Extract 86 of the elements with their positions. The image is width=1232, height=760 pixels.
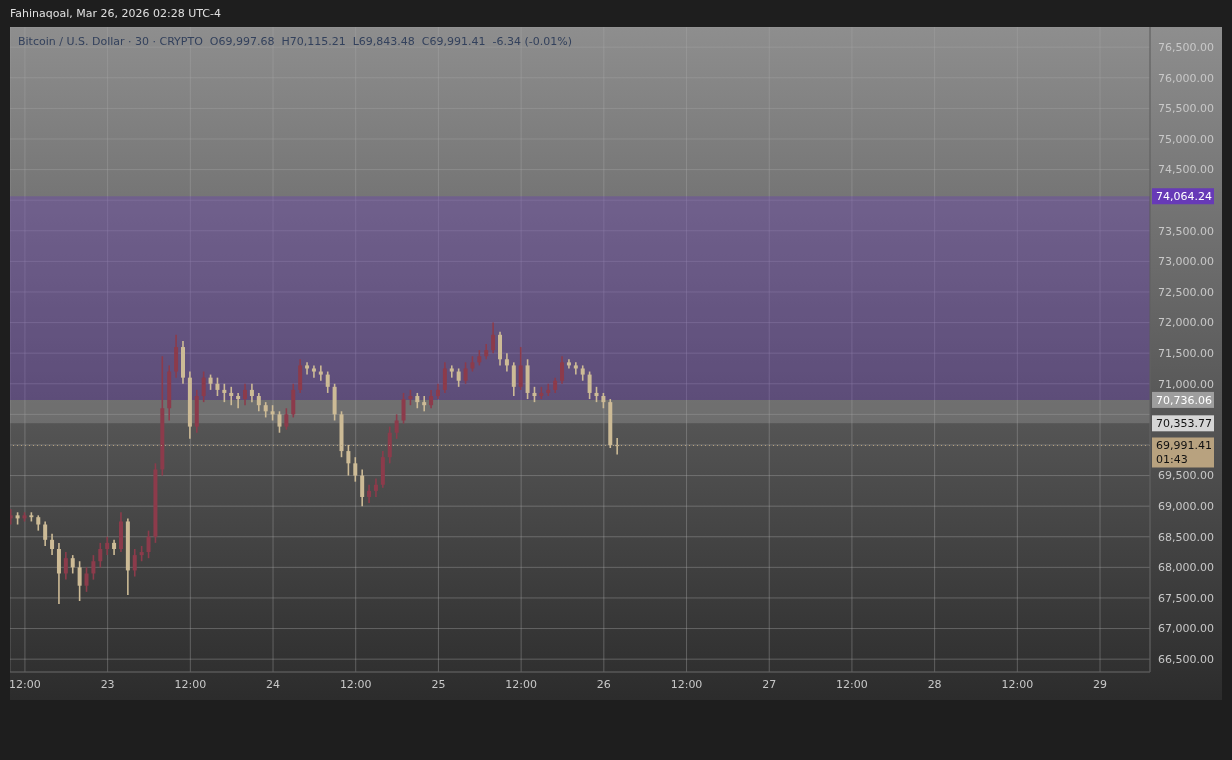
candlestick (504, 352, 509, 373)
candlestick (311, 364, 316, 379)
candlestick (546, 382, 551, 397)
candlestick (429, 389, 434, 410)
candlestick (222, 382, 227, 403)
y-tick-label: 69,000.00 (1158, 500, 1214, 514)
candlestick (560, 355, 565, 385)
candlestick (229, 386, 234, 406)
y-tick-label: 69,500.00 (1158, 469, 1214, 483)
candlestick (449, 364, 454, 379)
x-tick-label: 25 (431, 677, 446, 691)
candlestick (511, 361, 516, 397)
y-tick-label: 67,500.00 (1158, 591, 1214, 605)
candlestick (146, 529, 151, 559)
candlestick (373, 477, 378, 498)
candlestick (325, 370, 330, 394)
candlestick (518, 346, 523, 391)
x-tick-label: 23 (100, 677, 115, 691)
y-tick-label: 73,500.00 (1158, 224, 1214, 238)
candlestick (318, 364, 323, 382)
y-tick-label: 66,500.00 (1158, 653, 1214, 667)
y-tick-label: 76,000.00 (1158, 71, 1214, 85)
x-tick-label: 12:00 (836, 677, 868, 691)
candlestick (463, 361, 468, 385)
x-tick-label: 28 (927, 677, 942, 691)
candlestick (256, 392, 261, 413)
candlestick (587, 370, 592, 400)
candlestick (98, 542, 103, 569)
candlestick (249, 382, 254, 403)
candlestick (573, 361, 578, 376)
candlestick (367, 483, 372, 504)
candlestick (360, 468, 365, 507)
y-tick-label: 72,500.00 (1158, 285, 1214, 299)
candlestick (10, 508, 13, 526)
text: Bitcoin / U.S. Dollar · 30 · CRYPTO O69,997.68 H70,115.21 L69,843.48 C69,991.41 -6.34 (-0.01%) (18, 35, 572, 48)
x-tick-label: 12:00 (505, 677, 537, 691)
x-tick-label: 12:00 (9, 677, 41, 691)
candlestick (442, 361, 447, 394)
candlestick (353, 456, 358, 483)
candlestick (84, 566, 89, 593)
candlestick (50, 532, 55, 556)
y-tick-label: 74,500.00 (1158, 163, 1214, 177)
candlestick (215, 376, 220, 397)
text: 01:43 (1156, 453, 1188, 467)
candlestick (63, 551, 68, 581)
x-tick-label: 12:00 (1001, 677, 1034, 691)
y-tick-label: 71,500.00 (1158, 347, 1214, 361)
candlestick (277, 410, 282, 434)
y-tick-label: 68,500.00 (1158, 530, 1214, 544)
candlestick (422, 395, 427, 413)
candlestick (456, 367, 461, 388)
y-tick-label: 68,000.00 (1158, 561, 1214, 575)
x-tick-label: 29 (1093, 677, 1108, 691)
candlestick (201, 370, 206, 403)
ref-line-label: 69,991.41 (1156, 439, 1212, 453)
candlestick (243, 382, 248, 406)
y-tick-label: 73,000.00 (1158, 255, 1214, 269)
y-tick-label: 76,500.00 (1158, 41, 1214, 55)
y-tick-label: 72,000.00 (1158, 316, 1214, 330)
x-tick-label: 12:00 (670, 677, 703, 691)
candlestick (491, 321, 496, 354)
x-tick-label: 24 (266, 677, 281, 691)
x-tick-label: 12:00 (174, 677, 207, 691)
candlestick (346, 444, 351, 477)
x-tick-label: 27 (762, 677, 777, 691)
text: 70,736.06 (1156, 393, 1212, 407)
candlestick (284, 407, 289, 431)
candlestick (394, 413, 399, 440)
candlestick (77, 560, 82, 602)
chart-subtitle: Fahinaqoal, Mar 26, 2026 02:28 UTC-4 (10, 7, 222, 20)
text: 74,064.24 (1156, 190, 1212, 204)
candlestick (105, 535, 110, 556)
candlestick (401, 392, 406, 425)
y-tick-label: 67,000.00 (1158, 622, 1214, 636)
y-tick-label: 75,000.00 (1158, 132, 1214, 146)
text: 70,353.77 (1156, 417, 1212, 431)
x-tick-label: 26 (596, 677, 611, 691)
y-tick-label: 71,000.00 (1158, 377, 1214, 391)
candlestick (132, 548, 137, 578)
y-tick-label: 75,500.00 (1158, 102, 1214, 116)
x-tick-label: 12:00 (339, 677, 372, 691)
candlestick (91, 554, 96, 581)
candlestick (70, 554, 75, 575)
candlestick (305, 361, 310, 376)
candlestick (236, 392, 241, 410)
candlestick (43, 520, 48, 547)
